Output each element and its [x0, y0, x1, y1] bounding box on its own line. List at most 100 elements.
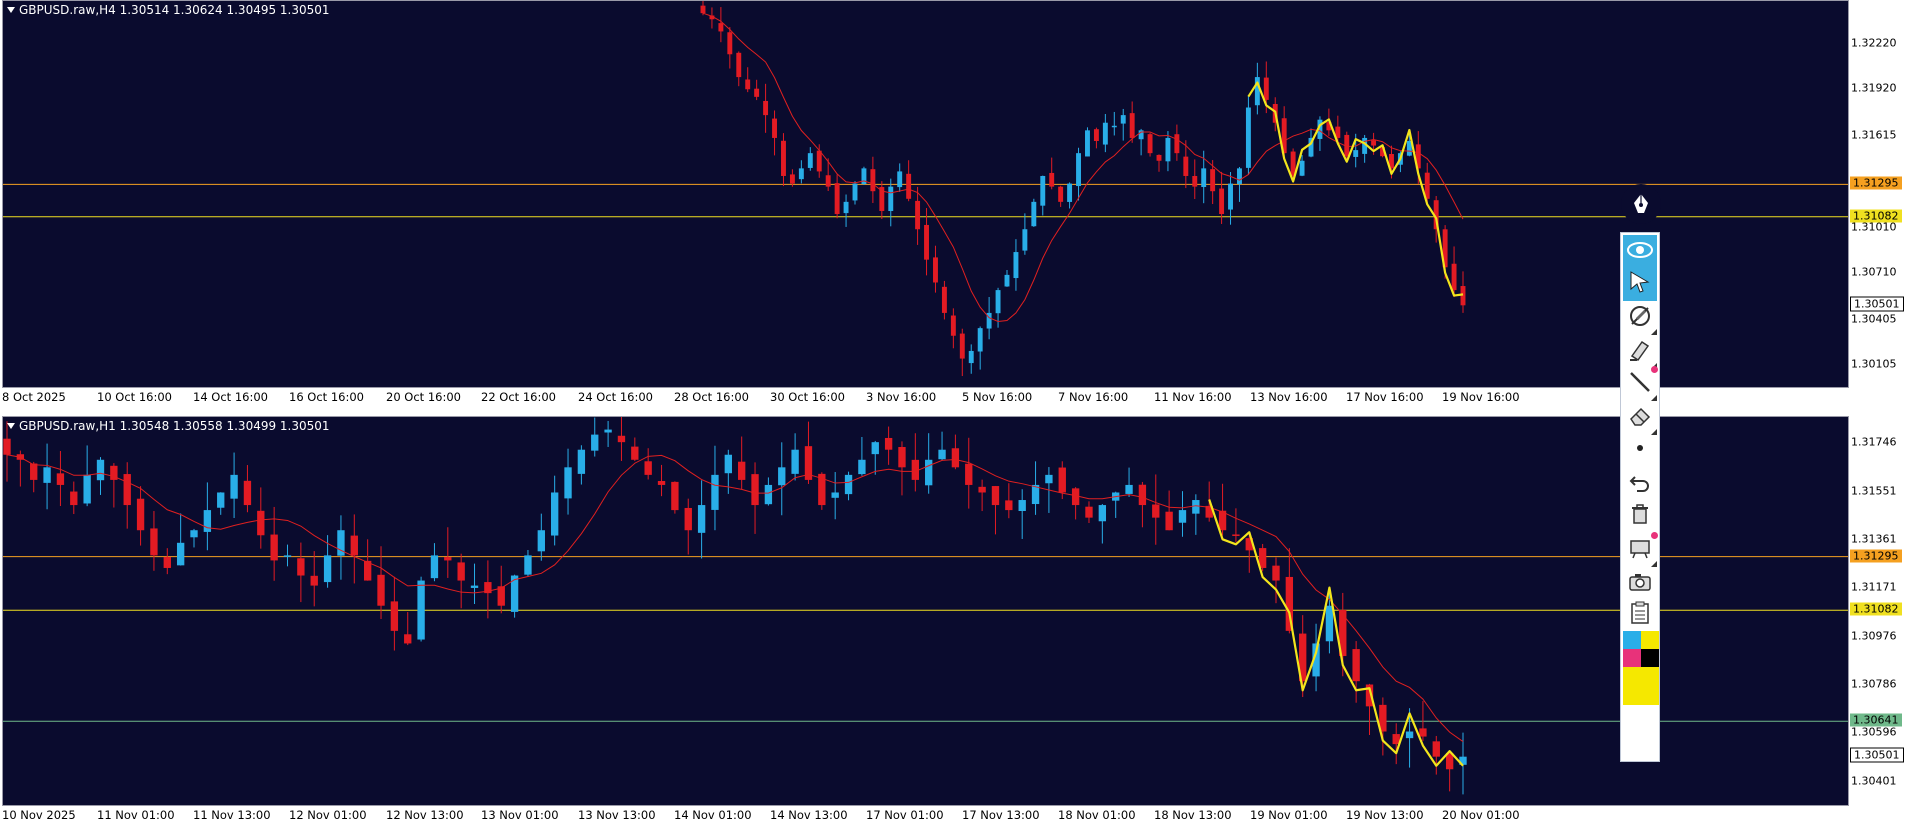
undo-tool-button[interactable]: [1623, 467, 1657, 501]
candle-body: [1005, 500, 1013, 511]
line-tool-button[interactable]: [1623, 366, 1658, 401]
candle-body: [283, 555, 292, 557]
candle-body: [1205, 505, 1213, 518]
candle-body: [778, 467, 786, 486]
h1-price-axis[interactable]: 1.31746 1.31551 1.31361 1.31171 1.30976 1.307…: [1849, 416, 1909, 806]
candle-body: [888, 186, 894, 212]
cursor-icon: [1628, 270, 1652, 298]
h1-time-axis[interactable]: 10 Nov 2025 11 Nov 01:00 11 Nov 13:00 12 No…: [0, 808, 1849, 826]
eraser-tool-button[interactable]: [1623, 401, 1657, 435]
candle-body: [1192, 500, 1200, 514]
candle-body: [537, 530, 545, 552]
price-tick-label: 1.31746: [1851, 435, 1897, 449]
candle-body: [1281, 118, 1287, 154]
h1-candles: [3, 417, 1848, 795]
candle-body: [1432, 741, 1440, 757]
candle-body: [807, 153, 813, 168]
candle-body: [123, 474, 131, 506]
candle-body: [941, 286, 947, 313]
candle-body: [390, 601, 399, 631]
trash-tool-button[interactable]: [1623, 499, 1657, 533]
color-swatch[interactable]: [1623, 649, 1641, 667]
time-tick-label: 19 Nov 13:00: [1346, 808, 1424, 822]
clipboard-tool-button[interactable]: [1623, 597, 1657, 631]
candle-body: [1152, 504, 1160, 518]
candle-body: [818, 473, 826, 506]
candle-body: [1102, 122, 1108, 145]
h1-title-text: GBPUSD.raw,H1 1.30548 1.30558 1.30499 1.…: [19, 419, 330, 433]
candle-body: [1111, 125, 1117, 128]
candle-body: [1085, 130, 1090, 157]
highlighter-tool-button[interactable]: [1623, 335, 1657, 369]
candle-body: [577, 449, 586, 474]
h4-plot-area[interactable]: GBPUSD.raw,H4 1.30514 1.30624 1.30495 1.…: [2, 0, 1849, 388]
candle-body: [711, 474, 719, 510]
candle-body: [852, 183, 858, 201]
candle-body: [83, 474, 91, 504]
candle-body: [798, 168, 804, 180]
pen-tool-icon[interactable]: [1621, 184, 1661, 224]
candle-body: [3, 438, 11, 455]
drawn-trend-line[interactable]: [1247, 81, 1464, 297]
candle-body: [1018, 500, 1026, 511]
time-tick-label: 13 Nov 13:00: [578, 808, 656, 822]
time-tick-label: 28 Oct 16:00: [674, 390, 749, 404]
candle-body: [738, 461, 746, 480]
h4-price-axis[interactable]: 1.32220 1.31920 1.31615 1.31010 1.30710 1.304…: [1849, 0, 1909, 388]
candle-body: [550, 492, 559, 536]
candle-body: [564, 467, 572, 499]
candle-body: [789, 174, 795, 184]
moving-average-line: [6, 454, 1464, 742]
candle-body: [871, 442, 879, 455]
color-swatch[interactable]: [1641, 649, 1659, 667]
candle-body: [986, 312, 992, 329]
candle-body: [1308, 137, 1314, 157]
eye-icon: [1626, 240, 1654, 264]
color-swatch[interactable]: [1623, 667, 1659, 705]
h4-time-axis[interactable]: 8 Oct 2025 10 Oct 16:00 14 Oct 16:00 16 Oct…: [0, 390, 1849, 408]
camera-tool-button[interactable]: [1623, 567, 1657, 601]
candle-body: [1389, 153, 1394, 169]
disable-drawing-tool-button[interactable]: [1623, 301, 1657, 335]
collapse-triangle-icon[interactable]: [7, 7, 15, 13]
candle-body: [911, 459, 920, 480]
time-tick-label: 7 Nov 16:00: [1058, 390, 1129, 404]
candle-body: [644, 461, 652, 475]
candle-body: [1045, 474, 1053, 484]
color-swatch[interactable]: [1641, 631, 1659, 649]
candle-body: [804, 446, 813, 480]
h4-title-text: GBPUSD.raw,H4 1.30514 1.30624 1.30495 1.…: [19, 3, 330, 17]
candle-body: [1210, 169, 1216, 192]
candle-body: [1415, 144, 1421, 169]
eye-tool-button[interactable]: [1623, 235, 1657, 269]
candle-body: [1380, 147, 1385, 157]
time-tick-label: 5 Nov 16:00: [962, 390, 1033, 404]
projector-tool-button[interactable]: [1623, 532, 1658, 567]
candle-body: [1299, 633, 1307, 682]
dot-tool-button[interactable]: [1623, 433, 1657, 467]
time-tick-label: 20 Oct 16:00: [386, 390, 461, 404]
candle-body: [671, 481, 679, 511]
candle-body: [751, 474, 759, 506]
candle-body: [1076, 153, 1081, 187]
time-tick-label: 17 Nov 13:00: [962, 808, 1040, 822]
drawn-trend-line[interactable]: [1208, 499, 1464, 767]
candle-body: [203, 510, 212, 532]
candle-body: [1451, 263, 1457, 291]
candle-body: [1192, 175, 1198, 187]
h1-plot-area[interactable]: GBPUSD.raw,H1 1.30548 1.30558 1.30499 1.…: [2, 416, 1849, 806]
candle-body: [1228, 183, 1233, 210]
time-tick-label: 11 Nov 16:00: [1154, 390, 1232, 404]
cursor-tool-button[interactable]: [1623, 267, 1657, 301]
candle-body: [915, 200, 921, 230]
candle-body: [950, 315, 956, 336]
candle-body: [350, 535, 358, 556]
candle-body: [968, 350, 974, 364]
collapse-triangle-icon[interactable]: [7, 423, 15, 429]
candle-body: [1237, 168, 1242, 185]
candle-body: [727, 32, 733, 55]
candle-body: [1272, 565, 1280, 581]
candle-body: [1326, 122, 1332, 131]
color-swatch[interactable]: [1623, 631, 1641, 649]
candle-body: [736, 52, 742, 78]
